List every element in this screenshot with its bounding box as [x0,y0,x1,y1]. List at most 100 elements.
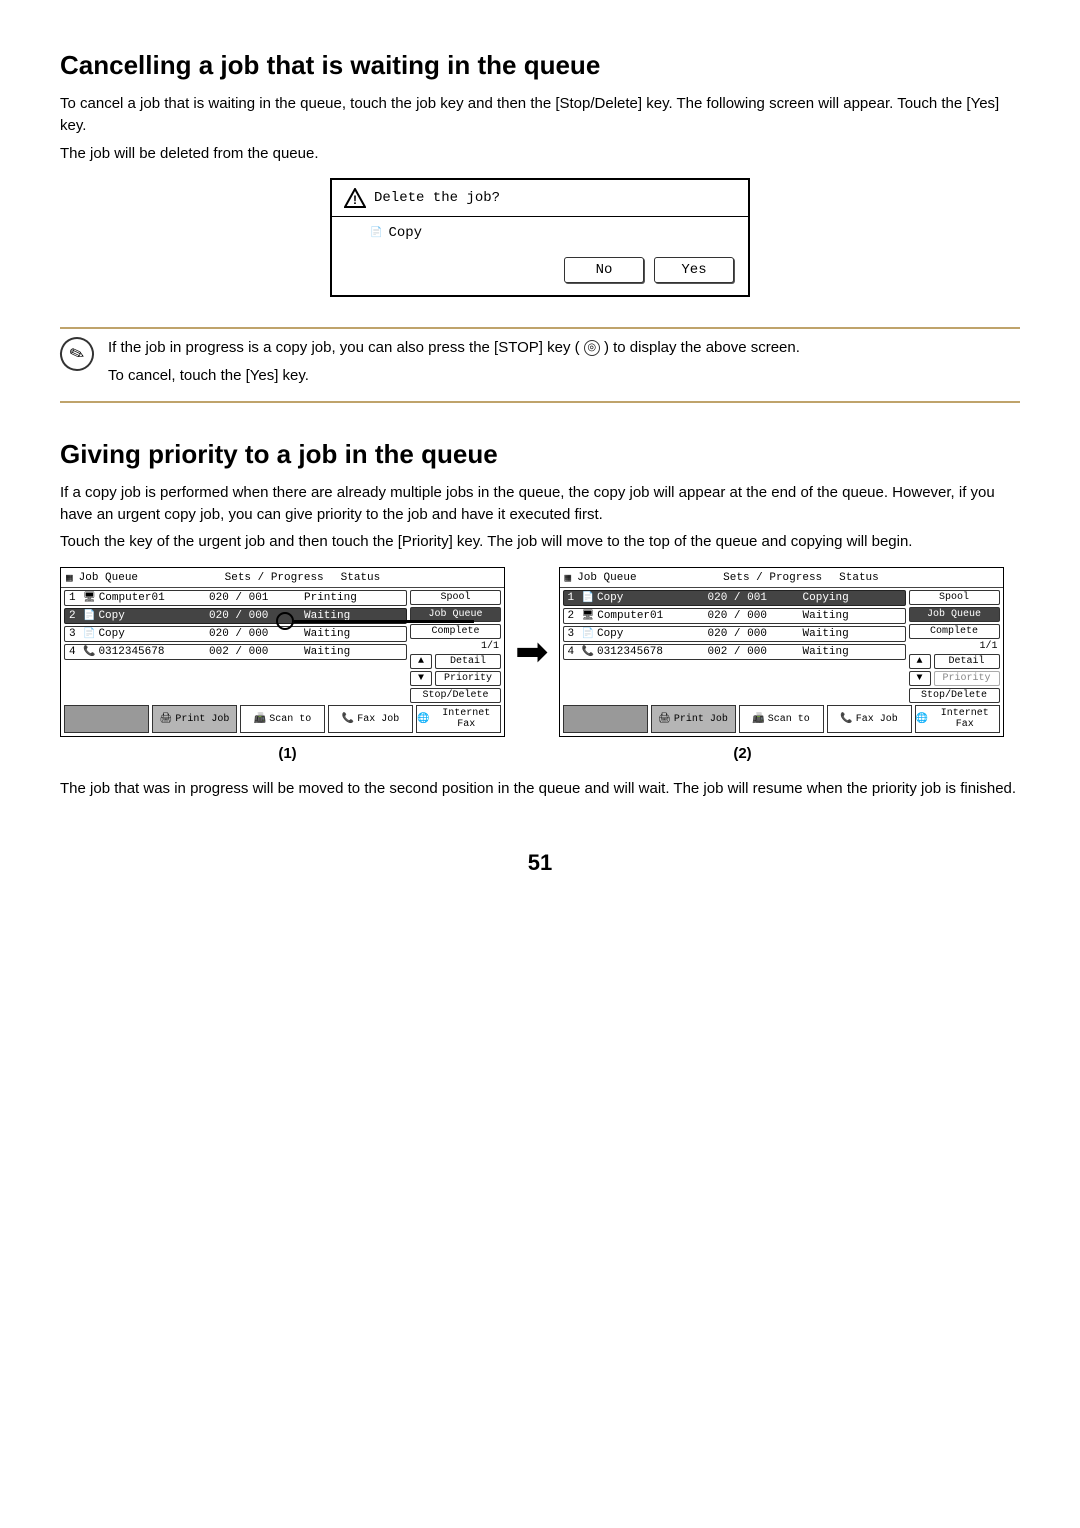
queue1-tabs: 🖨Print Job 📠Scan to 📞Fax Job 🌐Internet F… [61,705,504,736]
spool-button[interactable]: Spool [410,590,501,605]
row-name: 🖥Computer01 [83,592,209,604]
row-sets: 020 / 000 [708,610,803,622]
no-button[interactable]: No [564,257,644,283]
queue-header: ▦ Job Queue Sets / Progress Status [61,568,504,588]
para-cancel-1: To cancel a job that is waiting in the q… [60,93,1020,137]
tab-fax-2[interactable]: 📞Fax Job [827,705,912,733]
dialog-wrap: ! Delete the job? 📄 Copy No Yes [60,178,1020,297]
tab-ifax-2[interactable]: 🌐Internet Fax [915,705,1000,733]
queue1-rows: 1🖥Computer01020 / 001Printing2📄Copy020 /… [61,588,410,705]
complete-button[interactable]: Complete [410,624,501,639]
row-index: 1 [69,592,83,604]
priority-button-2[interactable]: Priority [934,671,1000,686]
tab-print-2[interactable]: 🖨Print Job [651,705,736,733]
section-cancel: Cancelling a job that is waiting in the … [60,50,1020,297]
complete-button-2[interactable]: Complete [909,624,1000,639]
table-row[interactable]: 3📄Copy020 / 000Waiting [64,626,407,642]
stop-key-icon: ◎ [584,340,600,356]
table-row[interactable]: 2🖥Computer01020 / 000Waiting [563,608,906,624]
after-para: The job that was in progress will be mov… [60,778,1020,800]
arrow-icon: ➡ [515,632,549,672]
row-name: 📞0312345678 [83,646,209,658]
blank-tab [64,705,149,733]
row-sets: 020 / 000 [209,628,304,640]
row-type-icon: 📄 [582,628,594,640]
spool-button-2[interactable]: Spool [909,590,1000,605]
jobqueue-button-2[interactable]: Job Queue [909,607,1000,622]
queue1-side: Spool Job Queue Complete 1/1 ▲ Detail ▼ … [410,588,504,705]
priority-button[interactable]: Priority [435,671,501,686]
row-index: 3 [568,628,582,640]
row-status: Waiting [803,628,901,640]
table-row[interactable]: 3📄Copy020 / 000Waiting [563,626,906,642]
row-type-icon: 🖥 [582,610,595,622]
caption-1: (1) [60,745,515,762]
detail-button[interactable]: Detail [435,654,501,669]
tab-ifax[interactable]: 🌐Internet Fax [416,705,501,733]
row-status: Waiting [803,646,901,658]
captions: (1) (2) [60,745,980,762]
row-status: Copying [803,592,901,604]
tab-scan-2[interactable]: 📠Scan to [739,705,824,733]
queue-icon: ▦ [66,571,73,585]
stopdelete-button-2[interactable]: Stop/Delete [909,688,1000,703]
queue-screen-2: ▦ Job Queue Sets / Progress Status 1📄Cop… [559,567,1004,737]
up-button[interactable]: ▲ [410,654,432,669]
para-priority-2: Touch the key of the urgent job and then… [60,531,1020,553]
warning-icon: ! [344,188,366,208]
row-sets: 020 / 001 [209,592,304,604]
queue-icon: ▦ [565,571,572,585]
hdr-status: Status [341,572,421,584]
row-index: 4 [69,646,83,658]
blank-tab-2 [563,705,648,733]
tab-print[interactable]: 🖨Print Job [152,705,237,733]
caption-2: (2) [515,745,970,762]
table-row[interactable]: 1📄Copy020 / 001Copying [563,590,906,606]
yes-button[interactable]: Yes [654,257,734,283]
table-row[interactable]: 1🖥Computer01020 / 001Printing [64,590,407,606]
down-button[interactable]: ▼ [410,671,432,686]
row-status: Waiting [304,628,402,640]
queue2-side: Spool Job Queue Complete 1/1 ▲ Detail ▼ … [909,588,1003,705]
queue2-tabs: 🖨Print Job 📠Scan to 📞Fax Job 🌐Internet F… [560,705,1003,736]
row-status: Printing [304,592,402,604]
row-sets: 002 / 000 [209,646,304,658]
para-priority-1: If a copy job is performed when there ar… [60,482,1020,526]
row-name: 🖥Computer01 [582,610,708,622]
pencil-icon: ✎ [55,332,99,376]
dialog-head: ! Delete the job? [332,180,748,217]
para-cancel-2: The job will be deleted from the queue. [60,143,1020,165]
row-name: 📄Copy [582,628,708,640]
note-text: If the job in progress is a copy job, yo… [108,337,800,393]
tab-scan[interactable]: 📠Scan to [240,705,325,733]
up-button-2[interactable]: ▲ [909,654,931,669]
tab-fax[interactable]: 📞Fax Job [328,705,413,733]
table-row[interactable]: 4📞0312345678002 / 000Waiting [64,644,407,660]
row-type-icon: 📞 [83,646,95,658]
row-type-icon: 📞 [582,646,594,658]
row-name: 📄Copy [83,628,209,640]
page-indicator: 1/1 [410,641,501,652]
queue-header-2: ▦ Job Queue Sets / Progress Status [560,568,1003,588]
row-sets: 002 / 000 [708,646,803,658]
hdr-title-2: Job Queue [577,572,717,584]
table-row[interactable]: 4📞0312345678002 / 000Waiting [563,644,906,660]
down-button-2[interactable]: ▼ [909,671,931,686]
row-index: 2 [568,610,582,622]
svg-text:!: ! [353,193,357,207]
row-index: 4 [568,646,582,658]
hdr-sets-2: Sets / Progress [723,572,833,584]
dialog-body-label: Copy [388,225,422,241]
row-index: 3 [69,628,83,640]
row-status: Waiting [304,646,402,658]
row-name: 📄Copy [582,592,708,604]
row-index: 1 [568,592,582,604]
priority-callout-line [294,620,474,623]
row-name: 📄Copy [83,610,209,622]
stopdelete-button[interactable]: Stop/Delete [410,688,501,703]
dialog-body: 📄 Copy [332,217,748,247]
dialog-title: Delete the job? [374,190,500,206]
delete-dialog: ! Delete the job? 📄 Copy No Yes [330,178,750,297]
row-type-icon: 📄 [83,628,95,640]
detail-button-2[interactable]: Detail [934,654,1000,669]
